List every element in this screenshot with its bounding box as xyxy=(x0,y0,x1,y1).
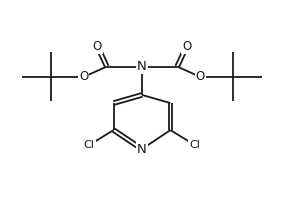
Text: Cl: Cl xyxy=(189,140,200,150)
Text: O: O xyxy=(182,40,191,53)
Text: N: N xyxy=(137,143,147,156)
Text: Cl: Cl xyxy=(84,140,95,150)
Text: O: O xyxy=(93,40,102,53)
Text: N: N xyxy=(137,60,147,73)
Text: O: O xyxy=(79,70,89,83)
Text: O: O xyxy=(195,70,205,83)
